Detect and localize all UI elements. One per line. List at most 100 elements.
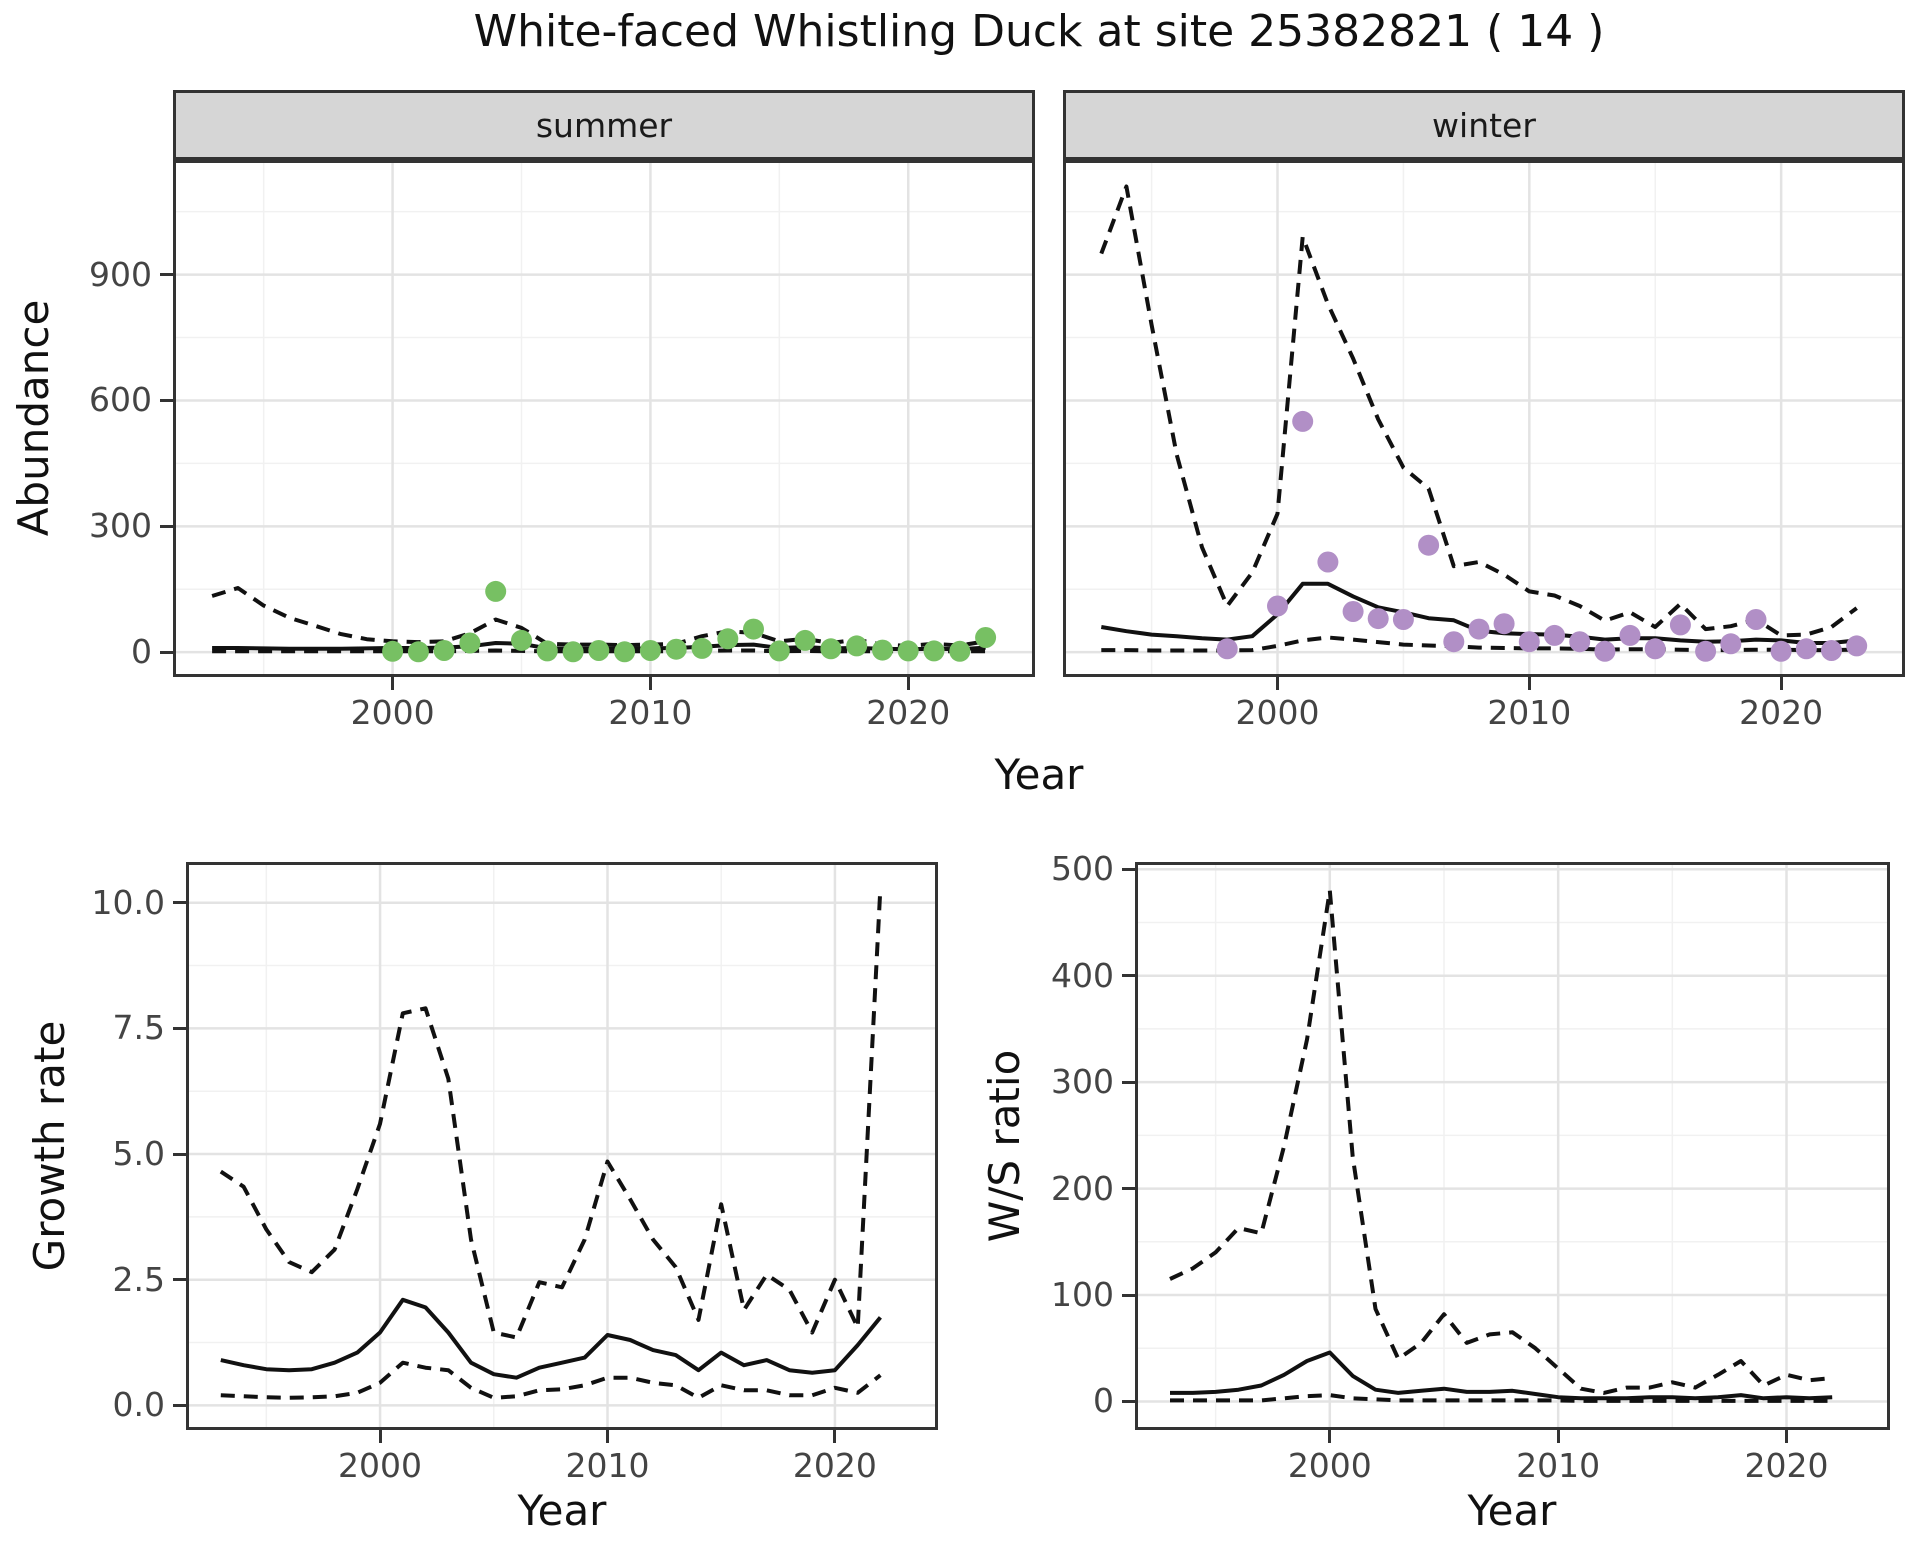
abundance-summer-point: [897, 640, 919, 662]
ws-ratio-plot: [1138, 865, 1887, 1427]
abundance-summer-y-tick-mark: [160, 650, 173, 654]
growth-rate-mean-line: [220, 1297, 882, 1380]
abundance-winter-point: [1821, 640, 1842, 661]
ws-ratio-x-tick-mark: [1328, 1430, 1332, 1443]
facet-strip-summer: summer: [173, 90, 1035, 160]
abundance-summer-point: [459, 632, 481, 654]
abundance-summer-x-tick-mark: [648, 677, 652, 690]
growth-rate-upper-ci-line: [219, 887, 883, 1340]
abundance-winter-point: [1594, 640, 1616, 662]
x-axis-title-year-growth: Year: [517, 1486, 607, 1535]
abundance-summer-point: [846, 635, 868, 657]
ws-ratio-x-tick-mark: [1556, 1430, 1560, 1443]
growth-rate-y-tick-label: 5.0: [112, 1134, 165, 1174]
panel-ws-ratio: [1135, 862, 1890, 1430]
ws-ratio-y-tick-label: 0: [1093, 1381, 1114, 1421]
abundance-winter-point: [1493, 613, 1515, 635]
growth-rate-x-tick-mark: [605, 1430, 609, 1443]
ws-ratio-y-tick-mark: [1122, 1293, 1135, 1297]
abundance-summer-point: [382, 640, 404, 662]
panel-abundance-summer: [173, 160, 1035, 677]
ws-ratio-y-tick-mark: [1122, 974, 1135, 978]
abundance-summer-point: [588, 640, 610, 661]
abundance-summer-x-tick-label: 2020: [866, 693, 951, 732]
ws-ratio-upper-ci-line: [1169, 888, 1833, 1395]
growth-rate-y-tick-label: 0.0: [112, 1385, 165, 1425]
abundance-summer-point: [485, 580, 507, 602]
abundance-winter-x-tick-label: 2020: [1739, 693, 1824, 732]
ws-ratio-y-tick-label: 300: [1051, 1062, 1114, 1102]
abundance-summer-y-tick-mark: [160, 524, 173, 528]
abundance-winter-plot: [1066, 163, 1902, 674]
abundance-summer-point: [562, 641, 584, 663]
abundance-summer-x-tick-label: 2010: [608, 693, 693, 732]
facet-strip-winter-label: winter: [1432, 105, 1536, 145]
abundance-winter-x-tick-mark: [1527, 677, 1531, 690]
growth-rate-y-tick-mark: [173, 901, 186, 905]
x-axis-title-year-top: Year: [994, 750, 1084, 799]
ws-ratio-y-tick-label: 100: [1051, 1275, 1114, 1314]
ws-ratio-x-tick-label: 2010: [1516, 1446, 1601, 1485]
growth-rate-x-tick-label: 2020: [792, 1446, 877, 1485]
abundance-summer-point: [407, 641, 429, 663]
abundance-winter-point: [1770, 640, 1792, 662]
growth-rate-y-tick-mark: [173, 1278, 186, 1282]
abundance-winter-point: [1795, 638, 1817, 660]
abundance-summer-point: [872, 639, 893, 661]
abundance-summer-point: [949, 640, 971, 662]
ws-ratio-y-tick-label: 500: [1051, 849, 1114, 889]
growth-rate-lower-ci-line: [220, 1360, 882, 1400]
x-axis-title-year-ws: Year: [1467, 1486, 1557, 1535]
ws-ratio-y-tick-mark: [1122, 867, 1135, 871]
abundance-summer-point: [691, 637, 713, 659]
abundance-summer-y-tick-label: 0: [131, 632, 152, 672]
abundance-summer-point: [717, 628, 739, 650]
abundance-summer-y-tick-mark: [160, 273, 173, 277]
growth-rate-y-tick-label: 2.5: [112, 1259, 165, 1299]
abundance-summer-y-tick-label: 300: [89, 506, 152, 546]
abundance-summer-point: [743, 618, 764, 640]
ws-ratio-y-tick-label: 400: [1051, 955, 1114, 995]
growth-rate-y-tick-mark: [173, 1403, 186, 1407]
abundance-winter-upper-ci-line: [1099, 184, 1858, 638]
abundance-winter-point: [1720, 633, 1742, 655]
abundance-winter-point: [1518, 631, 1540, 653]
ws-ratio-x-tick-mark: [1785, 1430, 1789, 1443]
abundance-winter-point: [1695, 640, 1717, 662]
growth-rate-y-tick-label: 10.0: [91, 882, 165, 922]
facet-strip-winter: winter: [1063, 90, 1905, 160]
ws-ratio-x-tick-label: 2020: [1744, 1446, 1829, 1485]
ws-ratio-mean-line: [1170, 1350, 1833, 1401]
abundance-winter-point: [1745, 609, 1767, 630]
abundance-winter-x-tick-mark: [1276, 677, 1280, 690]
growth-rate-y-tick-mark: [173, 1152, 186, 1156]
abundance-winter-point: [1292, 410, 1314, 432]
abundance-winter-x-tick-label: 2010: [1487, 693, 1572, 732]
abundance-winter-point: [1644, 638, 1666, 660]
growth-rate-x-tick-label: 2010: [565, 1446, 650, 1485]
abundance-winter-point: [1367, 608, 1389, 630]
growth-rate-y-tick-mark: [173, 1026, 186, 1030]
abundance-summer-point: [433, 640, 455, 661]
abundance-winter-x-tick-label: 2000: [1235, 693, 1320, 732]
ws-ratio-lower-ci-line: [1170, 1393, 1833, 1403]
ws-ratio-x-tick-label: 2000: [1287, 1446, 1372, 1485]
abundance-summer-point: [820, 638, 842, 660]
abundance-winter-point: [1468, 618, 1490, 640]
abundance-winter-point: [1619, 624, 1641, 646]
abundance-summer-y-tick-mark: [160, 398, 173, 402]
abundance-summer-y-tick-label: 900: [89, 254, 152, 294]
abundance-summer-y-tick-label: 600: [89, 380, 152, 420]
abundance-winter-point: [1317, 551, 1339, 573]
abundance-winter-point: [1267, 595, 1288, 617]
abundance-summer-point: [975, 627, 997, 648]
abundance-summer-x-tick-mark: [391, 677, 395, 690]
ws-ratio-y-tick-label: 200: [1051, 1168, 1114, 1208]
abundance-winter-point: [1392, 609, 1414, 630]
facet-strip-summer-label: summer: [535, 105, 673, 145]
abundance-summer-point: [768, 640, 790, 662]
abundance-summer-point: [511, 629, 532, 651]
y-axis-title-ws-ratio: W/S ratio: [980, 1049, 1029, 1243]
growth-rate-x-tick-mark: [378, 1430, 382, 1443]
